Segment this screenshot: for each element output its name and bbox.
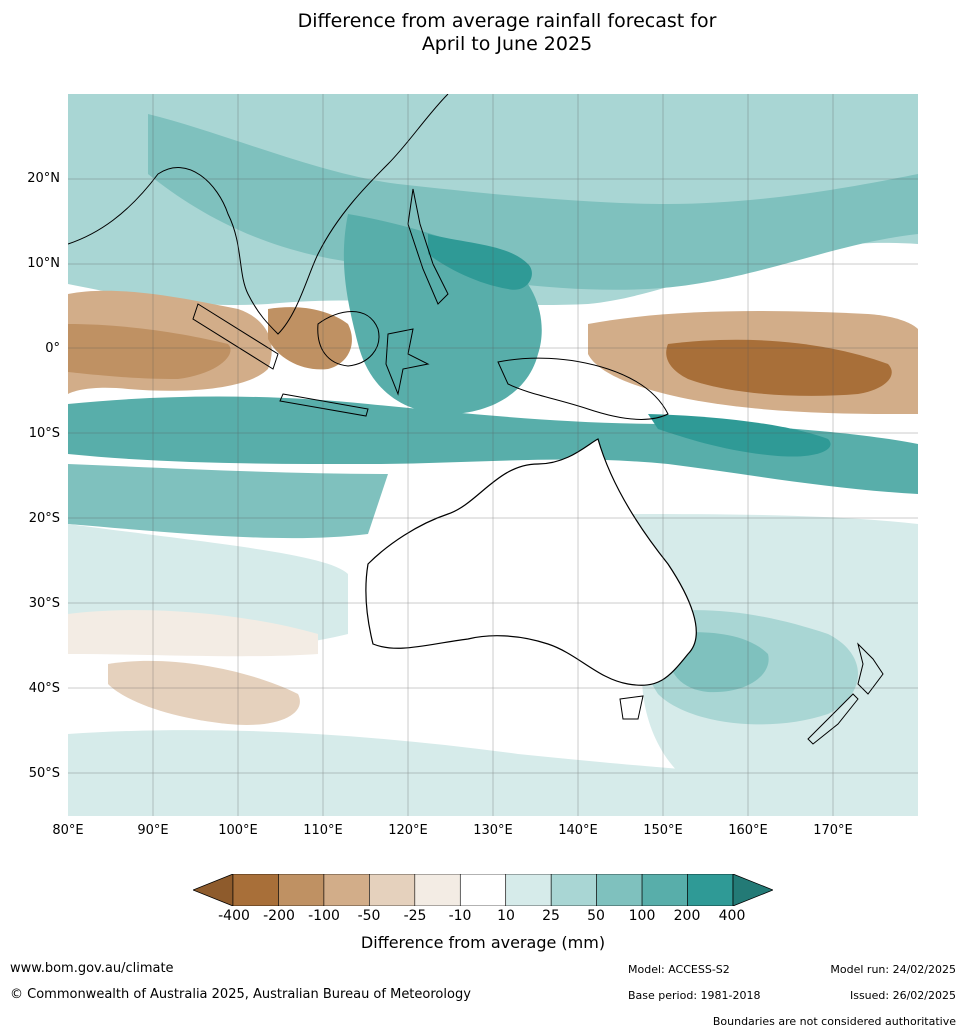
colorbar: [193, 874, 773, 906]
colorbar-segment: [278, 874, 325, 906]
base-period: Base period: 1981-2018: [628, 989, 761, 1002]
wet-region-indian-south: [68, 464, 388, 539]
dry-patch-south-indian-light: [68, 610, 318, 657]
cb-tick-label: -25: [403, 908, 427, 924]
lat-label-10n: 10°N: [27, 256, 60, 271]
cb-tick-label: -100: [308, 908, 340, 924]
colorbar-extend-low: [193, 874, 234, 906]
philippines-outline: [407, 188, 449, 305]
colorbar-extend-high: [732, 874, 773, 906]
wet-region-north-core: [148, 114, 918, 290]
rainfall-map: [68, 94, 918, 816]
lon-label-80e: 80°E: [52, 823, 84, 838]
asia-coastline: [68, 94, 449, 335]
colorbar-segment: [687, 874, 734, 906]
tasmania-outline: [619, 695, 644, 720]
colorbar-segment: [505, 874, 552, 906]
sumatra-outline: [192, 303, 279, 370]
colorbar-segment: [596, 874, 643, 906]
lon-label-110e: 110°E: [303, 823, 343, 838]
java-outline: [279, 393, 369, 417]
model-run: Model run: 24/02/2025: [830, 963, 956, 976]
title-line-2: April to June 2025: [421, 33, 593, 55]
lon-label-170e: 170°E: [813, 823, 853, 838]
cb-tick-label: 50: [587, 908, 605, 924]
new-guinea-outline: [497, 357, 669, 420]
sulawesi-outline: [385, 328, 430, 396]
lon-label-160e: 160°E: [728, 823, 768, 838]
colorbar-segment: [550, 874, 597, 906]
cb-tick-label: -400: [218, 908, 250, 924]
lat-label-40s: 40°S: [28, 681, 60, 696]
borneo-outline: [317, 311, 380, 367]
lat-label-20s: 20°S: [28, 511, 60, 526]
lon-label-140e: 140°E: [558, 823, 598, 838]
rainfall-anomaly-map: [68, 94, 918, 816]
lon-label-120e: 120°E: [388, 823, 428, 838]
cb-tick-label: -200: [263, 908, 295, 924]
cb-tick-label: 10: [497, 908, 515, 924]
dry-patch-south-indian: [108, 660, 300, 725]
colorbar-segment: [459, 874, 507, 906]
lat-label-20n: 20°N: [27, 171, 60, 186]
lon-label-90e: 90°E: [137, 823, 169, 838]
graticule: [68, 94, 918, 816]
lat-label-50s: 50°S: [28, 766, 60, 781]
colorbar-title: Difference from average (mm): [360, 933, 606, 952]
lon-label-130e: 130°E: [473, 823, 513, 838]
cb-tick-label: -50: [357, 908, 381, 924]
wet-band-south-core: [648, 414, 831, 457]
copyright: © Commonwealth of Australia 2025, Austra…: [10, 987, 471, 1002]
cb-tick-label: -10: [448, 908, 472, 924]
issued-date: Issued: 26/02/2025: [849, 989, 956, 1002]
colorbar-segment: [369, 874, 416, 906]
australia-outline: [365, 438, 697, 686]
lon-label-100e: 100°E: [218, 823, 258, 838]
lat-label-30s: 30°S: [28, 596, 60, 611]
title-line-1: Difference from average rainfall forecas…: [297, 10, 717, 32]
colorbar-segment: [641, 874, 688, 906]
new-zealand-south-outline: [807, 693, 859, 745]
cb-tick-label: 200: [673, 908, 701, 924]
dry-region-pacific-core: [666, 339, 892, 396]
cb-tick-label: 100: [628, 908, 656, 924]
map-title: Difference from average rainfall forecas…: [0, 10, 965, 56]
model-name: Model: ACCESS-S2: [628, 963, 730, 976]
bom-url[interactable]: www.bom.gov.au/climate: [10, 961, 174, 976]
colorbar-segment: [323, 874, 370, 906]
cb-tick-label: 25: [542, 908, 560, 924]
lon-label-150e: 150°E: [643, 823, 683, 838]
wet-region-philippines: [428, 234, 532, 290]
lat-label-0: 0°: [45, 341, 60, 356]
lat-label-10s: 10°S: [28, 426, 60, 441]
colorbar-segment: [232, 874, 279, 906]
dry-region-borneo: [268, 307, 352, 370]
dry-region-indian-ocean-core: [68, 324, 231, 379]
disclaimer: Boundaries are not considered authoritat…: [712, 1015, 956, 1028]
new-zealand-north-outline: [857, 642, 884, 695]
cb-tick-label: 400: [718, 908, 746, 924]
colorbar-segment: [414, 874, 461, 906]
